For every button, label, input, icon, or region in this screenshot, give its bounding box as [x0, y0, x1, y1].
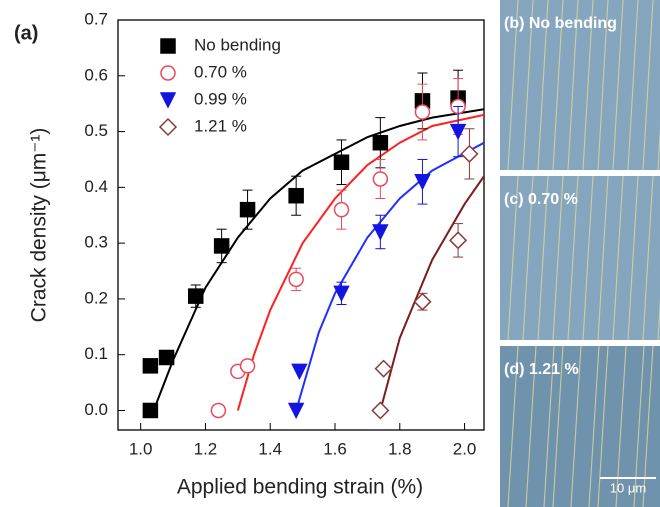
- x-tick-label: 1.2: [194, 439, 218, 458]
- stripe: [537, 175, 549, 341]
- scale-bar-label: 10 μm: [610, 480, 646, 495]
- fit-curve: [295, 141, 484, 411]
- stripe: [612, 0, 624, 171]
- stripe: [588, 345, 600, 507]
- data-point: [413, 292, 432, 311]
- stripe: [570, 345, 582, 507]
- x-tick-label: 1.0: [129, 439, 153, 458]
- stripe: [543, 345, 555, 507]
- y-tick-label: 0.1: [84, 344, 108, 363]
- y-tick-label: 0.3: [84, 233, 108, 252]
- stripe: [522, 0, 534, 171]
- data-point: [449, 123, 467, 141]
- data-point: [288, 187, 304, 204]
- data-point: [449, 231, 468, 250]
- stripe: [552, 0, 564, 171]
- y-tick-label: 0.7: [84, 9, 108, 28]
- y-tick-label: 0.2: [84, 288, 108, 307]
- micrograph: (b) No bending: [500, 0, 660, 171]
- legend-marker: [159, 92, 177, 109]
- stripe: [642, 175, 654, 341]
- data-point: [239, 201, 256, 218]
- legend-marker: [158, 117, 178, 137]
- stripe: [522, 175, 534, 341]
- stripe: [582, 175, 594, 341]
- plot-area: [152, 108, 484, 411]
- data-point: [187, 288, 204, 304]
- data-point: [333, 201, 350, 218]
- stripe: [627, 0, 639, 171]
- stripe: [552, 345, 564, 507]
- data-point: [142, 402, 159, 419]
- data-point: [333, 285, 350, 303]
- x-tick-label: 1.6: [323, 439, 347, 458]
- legend-marker: [160, 38, 176, 54]
- data-point: [210, 402, 227, 419]
- data-point: [460, 144, 479, 163]
- x-tick-label: 1.8: [388, 439, 412, 458]
- micrograph: (c) 0.70 %: [500, 175, 660, 341]
- micrograph-label: (d) 1.21 %: [504, 361, 579, 378]
- legend-label: No bending: [194, 35, 281, 54]
- x-axis-label: Applied bending strain (%): [177, 476, 423, 499]
- stripe: [507, 175, 519, 341]
- micrograph-label: (c) 0.70 %: [504, 191, 578, 208]
- y-tick-label: 0.5: [84, 121, 108, 140]
- stripe: [552, 175, 564, 341]
- data-point: [239, 358, 256, 374]
- stripe: [597, 0, 609, 171]
- legend-marker: [160, 65, 176, 81]
- stripe: [627, 175, 639, 341]
- stripe: [582, 0, 594, 171]
- stripe: [507, 0, 519, 171]
- stripe: [597, 175, 609, 341]
- stripe: [642, 0, 654, 171]
- legend-label: 0.99 %: [194, 89, 247, 108]
- y-tick-label: 0.6: [84, 65, 108, 84]
- fit-curve: [379, 175, 484, 411]
- data-point: [291, 363, 308, 381]
- data-point: [372, 224, 389, 241]
- data-point: [288, 271, 304, 288]
- data-point: [158, 349, 175, 366]
- fit-curve: [236, 113, 484, 411]
- y-tick-label: 0.0: [84, 400, 108, 419]
- y-tick-label: 0.4: [84, 177, 108, 196]
- stripe: [567, 0, 579, 171]
- stripe: [612, 175, 624, 341]
- stripe: [525, 345, 537, 507]
- data-point: [333, 154, 350, 170]
- stripe: [633, 345, 645, 507]
- stripe: [537, 0, 549, 171]
- data-point: [372, 134, 389, 151]
- data-point: [371, 401, 390, 420]
- x-tick-label: 2.0: [453, 439, 477, 458]
- y-axis-label: Crack density (μm⁻¹): [28, 128, 51, 323]
- data-point: [142, 358, 159, 374]
- micrograph-background: [500, 346, 660, 507]
- legend-label: 0.70 %: [194, 62, 247, 81]
- data-point: [414, 174, 431, 191]
- micrograph-label: (b) No bending: [504, 15, 617, 32]
- stripe: [567, 175, 579, 341]
- legend-label: 1.21 %: [194, 116, 247, 135]
- stripe: [642, 345, 654, 507]
- data-point: [372, 171, 389, 187]
- data-point: [414, 104, 431, 120]
- data-point: [213, 238, 230, 254]
- data-point: [374, 359, 393, 378]
- data-point: [287, 402, 305, 420]
- x-tick-label: 1.4: [258, 439, 282, 458]
- panel-label: (a): [14, 22, 38, 44]
- stripe: [615, 345, 627, 507]
- fit-curve: [152, 108, 484, 411]
- stripe: [597, 345, 609, 507]
- micrograph: (d) 1.21 %: [500, 345, 660, 507]
- plot-frame: [117, 19, 485, 431]
- stripe: [507, 345, 519, 507]
